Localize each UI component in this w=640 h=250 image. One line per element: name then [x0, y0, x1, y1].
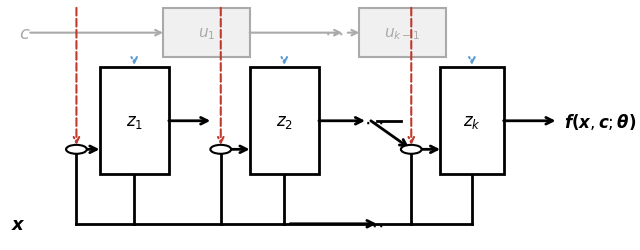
Text: $\cdots$: $\cdots$	[324, 24, 343, 43]
Text: $\boldsymbol{f(x,c;\theta)}$: $\boldsymbol{f(x,c;\theta)}$	[564, 111, 637, 131]
Text: $u_{k-1}$: $u_{k-1}$	[384, 26, 421, 41]
Text: $z_2$: $z_2$	[276, 112, 292, 130]
FancyBboxPatch shape	[163, 9, 250, 58]
Text: $u_1$: $u_1$	[198, 26, 215, 41]
Text: $z_k$: $z_k$	[463, 112, 481, 130]
Text: $\cdots$: $\cdots$	[364, 214, 383, 233]
FancyBboxPatch shape	[440, 68, 504, 174]
FancyBboxPatch shape	[359, 9, 446, 58]
Circle shape	[66, 145, 87, 154]
Circle shape	[401, 145, 422, 154]
Text: $z_1$: $z_1$	[125, 112, 143, 130]
Text: $c$: $c$	[19, 24, 30, 42]
FancyBboxPatch shape	[250, 68, 319, 174]
Circle shape	[211, 145, 231, 154]
FancyBboxPatch shape	[100, 68, 169, 174]
Text: $\boldsymbol{x}$: $\boldsymbol{x}$	[12, 215, 26, 233]
Text: $\cdots$: $\cdots$	[364, 112, 383, 131]
